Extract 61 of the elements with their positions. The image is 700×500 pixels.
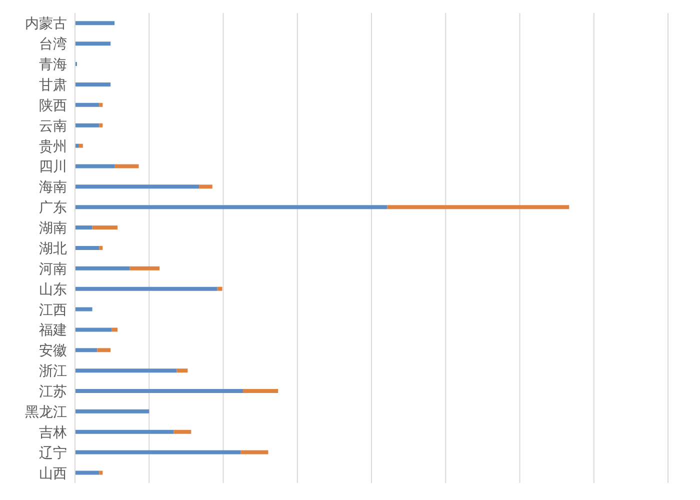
bar (75, 266, 130, 270)
y-tick-label: 湖南 (39, 220, 67, 237)
bar (75, 123, 100, 128)
bar (75, 430, 174, 434)
bar (75, 246, 100, 250)
bar (176, 368, 188, 373)
bar (75, 164, 115, 168)
bar (99, 123, 103, 128)
bar (75, 328, 112, 332)
y-tick-label: 湖北 (39, 240, 67, 257)
y-tick-label: 山东 (39, 282, 67, 298)
bar (75, 470, 100, 475)
bar (92, 226, 118, 230)
y-tick-label: 福建 (39, 322, 67, 339)
bar (75, 368, 177, 373)
bar (75, 450, 241, 454)
y-tick-label: 黑龙江 (25, 404, 67, 420)
bar (199, 184, 212, 189)
bar (75, 348, 98, 352)
y-tick-label: 陕西 (39, 98, 67, 114)
y-tick-label: 台湾 (39, 36, 67, 53)
bar (78, 144, 83, 148)
y-tick-label: 江西 (39, 302, 67, 318)
bar (240, 450, 268, 454)
bar (243, 389, 278, 393)
y-tick-label: 海南 (39, 180, 67, 196)
bar (130, 266, 160, 270)
bar (387, 205, 570, 210)
bar (75, 21, 115, 26)
bar (75, 82, 111, 86)
y-tick-label: 贵州 (39, 138, 67, 155)
bar (75, 42, 111, 46)
bar (174, 430, 192, 434)
bar (75, 409, 150, 414)
bar (75, 102, 100, 107)
y-tick-label: 吉林 (39, 424, 67, 441)
bar (75, 307, 92, 312)
bar (114, 164, 139, 168)
y-tick-label: 辽宁 (39, 445, 67, 462)
y-tick-label: 青海 (39, 57, 67, 74)
y-tick-label: 广东 (39, 200, 67, 216)
y-tick-label: 甘肃 (39, 77, 67, 94)
bar (99, 470, 103, 475)
y-tick-label: 浙江 (39, 364, 67, 380)
bar (97, 348, 111, 352)
y-tick-label: 江苏 (39, 384, 67, 400)
y-tick-label: 安徽 (39, 343, 67, 360)
y-tick-label: 内蒙古 (25, 16, 67, 32)
y-tick-label: 四川 (39, 159, 67, 176)
bar (99, 102, 103, 107)
bar (112, 328, 118, 332)
y-tick-label: 山西 (39, 466, 67, 482)
bar (75, 184, 200, 189)
bar (75, 205, 388, 210)
y-tick-label: 河南 (39, 261, 67, 278)
bar (75, 226, 92, 230)
bar (99, 246, 103, 250)
bar (75, 389, 244, 393)
bar (75, 286, 218, 291)
bar (217, 286, 222, 291)
y-tick-label: 云南 (39, 118, 67, 134)
